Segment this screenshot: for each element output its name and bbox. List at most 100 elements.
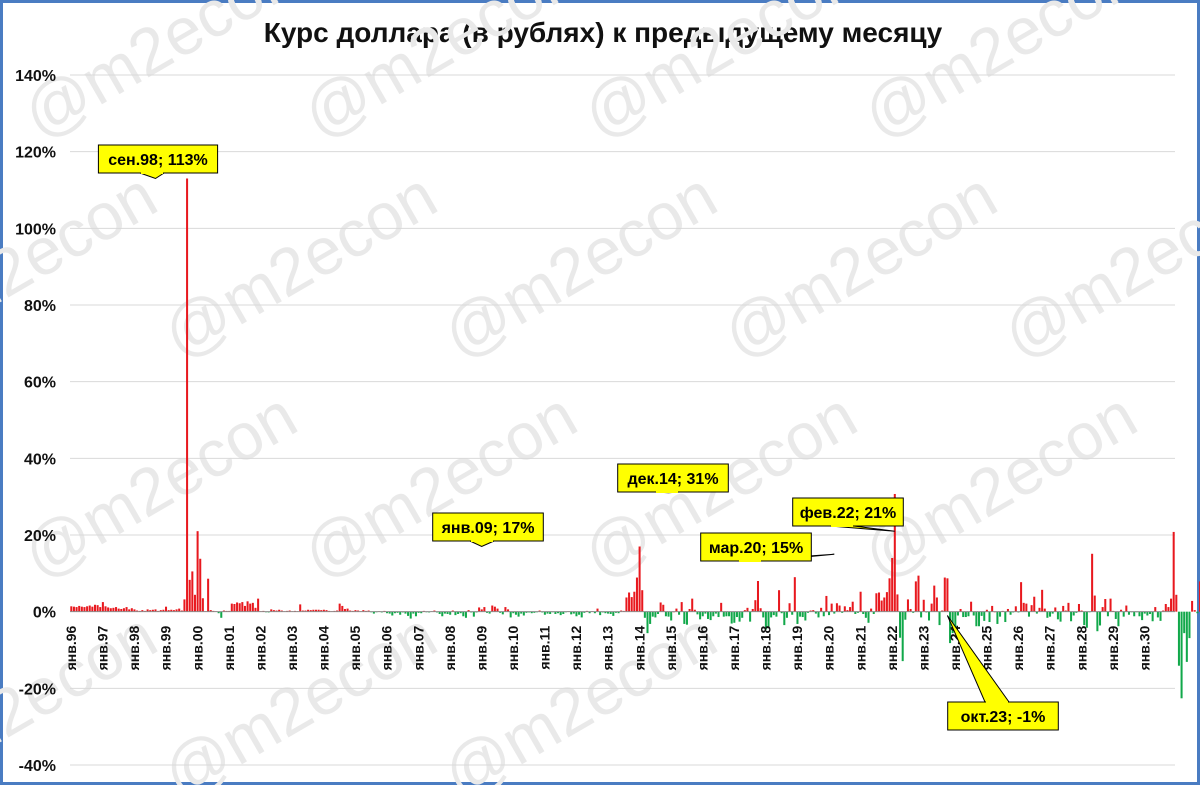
bar (917, 575, 920, 612)
bar (1030, 605, 1033, 612)
bar (596, 608, 599, 612)
bar (241, 602, 244, 612)
bar (588, 611, 591, 614)
bar (312, 609, 315, 612)
bar (117, 608, 120, 612)
bar (417, 611, 420, 613)
bar (717, 611, 720, 618)
bar (288, 610, 291, 612)
x-tick-label: янв.11 (537, 625, 553, 669)
bar (770, 611, 773, 618)
bar (336, 610, 339, 612)
bar (725, 611, 728, 617)
bar (683, 611, 686, 624)
bar (1175, 594, 1178, 612)
gridlines (70, 74, 1175, 766)
bar (999, 611, 1002, 617)
callout-label: мар.20; 15% (709, 540, 803, 557)
bar (659, 602, 662, 612)
bar (620, 610, 623, 612)
bar (275, 610, 278, 612)
bar (341, 605, 344, 612)
bar (806, 611, 809, 613)
bar (614, 611, 617, 613)
bar (820, 607, 823, 612)
bar (399, 611, 402, 615)
bar (954, 611, 957, 630)
bar (1027, 611, 1030, 617)
callout: мар.20; 15% (700, 532, 835, 562)
bar (307, 609, 310, 612)
bar (517, 611, 520, 617)
bar (128, 609, 131, 612)
bar (778, 590, 781, 612)
bar (646, 611, 649, 634)
bar (554, 611, 557, 614)
bar (1151, 611, 1154, 622)
x-tick-label: янв.25 (979, 625, 995, 670)
bar (977, 611, 981, 627)
bar (809, 610, 812, 612)
x-tick-label: янв.99 (158, 625, 174, 670)
bar (751, 608, 754, 612)
x-tick-label: янв.12 (568, 625, 584, 670)
watermark-text: @m2econ (10, 377, 308, 592)
bar (172, 610, 175, 612)
bar (938, 611, 941, 626)
bar (270, 609, 273, 612)
bar (391, 611, 394, 616)
bar (209, 610, 212, 612)
bar (1022, 602, 1025, 612)
x-tick-label: янв.96 (63, 625, 79, 670)
bar (1009, 611, 1012, 615)
bar (367, 610, 370, 612)
bar (651, 611, 654, 617)
bar (1077, 604, 1080, 612)
bar (699, 611, 702, 620)
x-tick-label: янв.01 (221, 625, 237, 670)
bar (1154, 607, 1157, 612)
bar (120, 608, 123, 612)
x-tick-label: янв.20 (821, 625, 837, 670)
bar (107, 607, 110, 612)
bar (178, 608, 181, 612)
bar (1141, 611, 1144, 621)
bar (420, 611, 423, 614)
bar (854, 611, 857, 614)
bar (1191, 600, 1194, 612)
bar (320, 610, 323, 612)
bar (449, 611, 452, 615)
bar (822, 611, 825, 617)
bar (220, 611, 223, 618)
bar (828, 611, 831, 616)
callout: сен.98; 113% (97, 144, 219, 180)
callout-box (947, 701, 1059, 731)
bar (791, 611, 794, 615)
watermark-text: @m2econ (290, 0, 588, 152)
bar (914, 581, 917, 612)
bar (546, 611, 549, 614)
bar (1085, 611, 1088, 628)
bar (559, 611, 562, 616)
callout: янв.09; 17% (432, 512, 544, 548)
callout-box (432, 512, 544, 542)
bar (93, 604, 97, 612)
y-tick-label: 40% (24, 451, 56, 468)
bar (186, 178, 189, 612)
bar (86, 606, 89, 612)
bar (1056, 611, 1059, 620)
bar (664, 611, 667, 617)
bar (130, 608, 133, 612)
bar (180, 610, 183, 612)
bar (499, 611, 502, 613)
y-tick-label: 60% (24, 375, 56, 392)
bar (101, 602, 104, 612)
bar (522, 611, 525, 616)
bar (1070, 611, 1073, 622)
bar (1072, 611, 1075, 616)
y-tick-label: 140% (15, 68, 56, 85)
bar (343, 608, 346, 612)
bar (1054, 607, 1057, 612)
bar (572, 611, 575, 614)
bar (83, 607, 86, 612)
